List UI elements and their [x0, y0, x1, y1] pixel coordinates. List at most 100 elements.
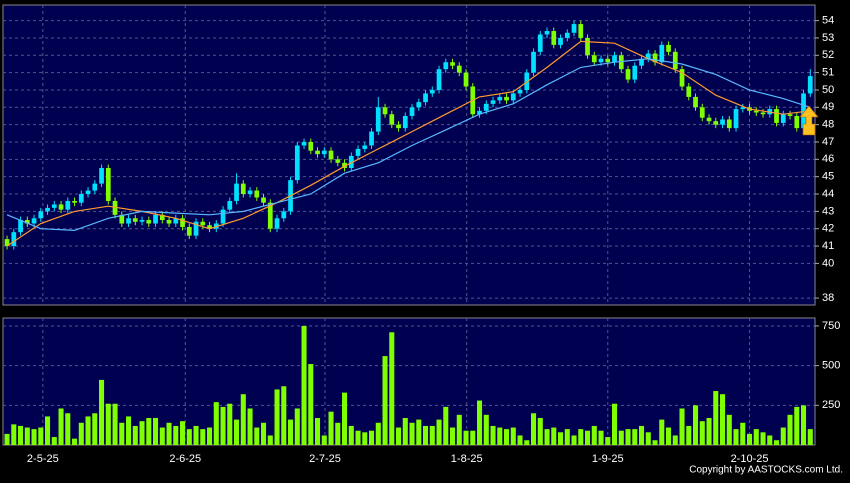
volume-bar	[753, 429, 759, 445]
volume-bar	[166, 422, 172, 445]
candle-body	[558, 37, 563, 45]
candle-body	[234, 183, 239, 201]
candle-body	[652, 53, 658, 63]
volume-bar	[193, 425, 199, 445]
candle-body	[389, 114, 395, 125]
volume-bar	[240, 394, 246, 445]
candle-body	[72, 200, 77, 203]
candle-body	[544, 31, 550, 35]
candle-body	[598, 58, 604, 63]
candle-body	[585, 37, 590, 56]
candle-body	[794, 115, 800, 129]
candle-body	[58, 204, 64, 210]
volume-bar	[605, 437, 611, 445]
volume-bar	[544, 429, 550, 445]
volume-bar	[139, 421, 145, 445]
volume-bar	[274, 389, 280, 445]
volume-bar	[159, 427, 165, 445]
volume-bar	[483, 414, 489, 445]
candle-body	[51, 204, 57, 208]
volume-bar	[787, 414, 793, 445]
volume-bar	[719, 394, 726, 445]
volume-bar	[652, 440, 658, 445]
candle-body	[180, 218, 185, 227]
candle-body	[477, 110, 482, 115]
candle-body	[409, 107, 415, 116]
candle-body	[699, 107, 705, 118]
volume-bar	[510, 427, 516, 445]
volume-bar	[227, 403, 233, 445]
candle-body	[537, 34, 543, 52]
volume-bar	[362, 432, 368, 445]
volume-bar	[247, 408, 253, 445]
candle-body	[132, 218, 138, 222]
volume-bar	[38, 427, 44, 445]
volume-bar	[267, 435, 273, 445]
candle-body	[308, 141, 314, 151]
volume-bar	[105, 403, 111, 445]
volume-bar	[213, 402, 219, 445]
volume-bar	[645, 432, 651, 445]
volume-bar	[51, 437, 57, 445]
candle-body	[126, 218, 131, 224]
volume-bar	[402, 418, 408, 445]
candle-body	[227, 200, 233, 210]
candle-body	[531, 51, 536, 73]
volume-bar	[146, 418, 152, 445]
candle-body	[24, 220, 30, 224]
volume-bar	[65, 413, 71, 445]
candle-body	[105, 168, 111, 201]
volume-bar	[261, 422, 267, 445]
volume-bar	[45, 416, 51, 445]
candle-body	[382, 107, 388, 115]
x-tick-label: 2-10-25	[731, 453, 769, 465]
candle-body	[578, 24, 584, 38]
volume-bar	[375, 422, 381, 445]
candle-body	[612, 55, 617, 63]
volume-bar	[180, 421, 186, 445]
volume-bar	[713, 391, 719, 445]
volume-bar	[126, 416, 132, 445]
volume-bar	[746, 433, 753, 445]
candle-body	[720, 119, 725, 125]
candle-body	[166, 220, 172, 224]
volume-bar	[92, 413, 98, 445]
y-tick-label: 50	[822, 84, 834, 96]
candle-body	[200, 221, 206, 226]
candle-body	[490, 100, 496, 104]
x-tick-label: 2-7-25	[309, 453, 341, 465]
candle-body	[146, 220, 152, 224]
y-tick-label: 500	[822, 360, 840, 372]
candle-body	[686, 86, 692, 97]
volume-bar	[524, 440, 530, 445]
y-tick-label: 750	[822, 320, 840, 332]
volume-bar	[207, 427, 213, 445]
y-tick-label: 40	[822, 257, 834, 269]
candle-body	[551, 31, 557, 45]
volume-bar	[429, 425, 435, 445]
volume-bar	[564, 429, 570, 445]
y-tick-label: 51	[822, 67, 834, 79]
candle-body	[355, 148, 361, 156]
volume-bar	[497, 427, 503, 445]
candle-body	[645, 53, 651, 59]
volume-bar	[699, 421, 705, 445]
volume-bar	[173, 425, 179, 445]
volume-bar	[558, 432, 564, 445]
volume-bar	[531, 413, 537, 445]
volume-bar	[632, 429, 638, 445]
candle-body	[605, 58, 611, 63]
candle-body	[99, 168, 104, 184]
candle-body	[483, 103, 489, 111]
volume-bar	[416, 419, 422, 445]
candle-body	[693, 96, 698, 108]
volume-bar	[436, 419, 442, 445]
volume-bar	[409, 422, 415, 445]
volume-bar	[638, 425, 645, 445]
y-tick-label: 48	[822, 119, 834, 131]
volume-bar	[470, 430, 476, 445]
candle-body	[416, 102, 422, 108]
volume-bar	[234, 419, 240, 445]
candle-body	[186, 226, 192, 236]
